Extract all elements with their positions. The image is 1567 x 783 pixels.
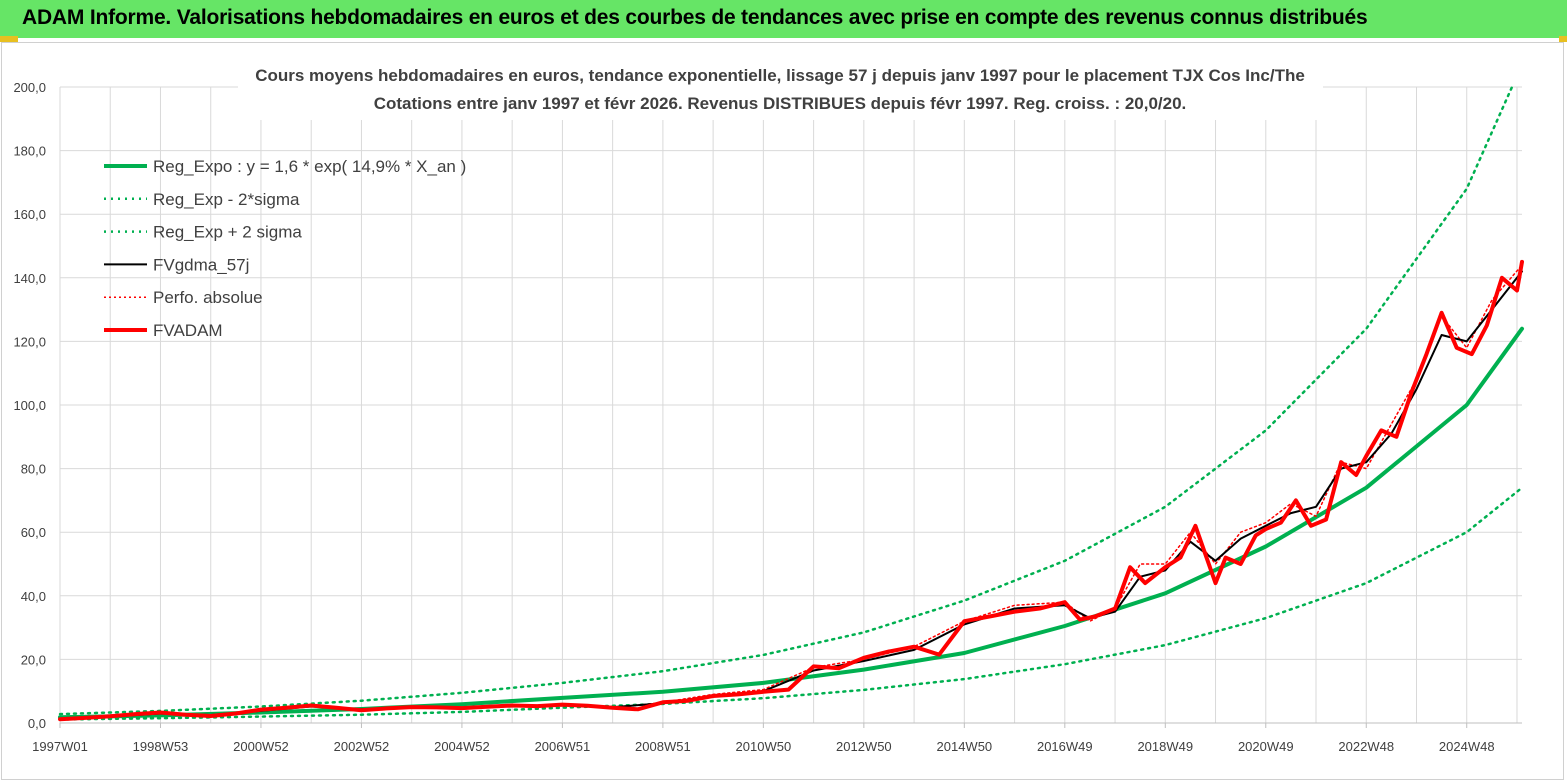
banner-accent-left — [0, 36, 18, 42]
series-line-4 — [59, 264, 1523, 720]
y-tick-label: 160,0 — [13, 207, 46, 222]
report-title: ADAM Informe. Valorisations hebdomadaire… — [22, 6, 1368, 29]
x-tick-label: 1998W53 — [133, 739, 189, 754]
y-axis: 0,0 20,0 40,0 60,0 80,0 100,0 120,0 140,0 160,0 1… — [13, 80, 46, 731]
x-tick-label: 2014W50 — [937, 739, 993, 754]
legend: Reg_Expo : y = 1,6 * exp( 14,9% * X_an )… — [104, 157, 466, 340]
legend-label: FVgdma_57j — [153, 255, 249, 274]
x-tick-label: 2010W50 — [736, 739, 792, 754]
x-tick-label: 2006W51 — [535, 739, 591, 754]
y-tick-label: 120,0 — [13, 334, 46, 349]
y-tick-label: 100,0 — [13, 398, 46, 413]
grid — [59, 86, 1522, 724]
series-layer — [58, 85, 1524, 722]
y-tick-label: 0,0 — [28, 716, 46, 731]
series-line-2 — [58, 85, 1514, 716]
title-background — [238, 58, 1323, 120]
legend-label: Reg_Expo : y = 1,6 * exp( 14,9% * X_an ) — [153, 157, 466, 176]
chart-frame — [1, 42, 1564, 780]
x-tick-label: 2022W48 — [1338, 739, 1394, 754]
y-tick-label: 140,0 — [13, 271, 46, 286]
legend-label: Perfo. absolue — [153, 288, 263, 307]
y-tick-label: 40,0 — [21, 589, 46, 604]
series-line-0 — [58, 326, 1524, 720]
chart-title-line2: Cotations entre janv 1997 et févr 2026. … — [374, 94, 1187, 113]
x-tick-label: 2002W52 — [334, 739, 390, 754]
chart-title-line1: Cours moyens hebdomadaires en euros, ten… — [255, 66, 1305, 85]
x-tick-label: 2008W51 — [635, 739, 691, 754]
banner-accent-right — [1559, 36, 1567, 42]
x-tick-label: 2018W49 — [1137, 739, 1193, 754]
x-tick-label: 1997W01 — [32, 739, 88, 754]
x-tick-label: 2004W52 — [434, 739, 490, 754]
y-tick-label: 200,0 — [13, 80, 46, 95]
x-tick-label: 2020W49 — [1238, 739, 1294, 754]
header-banner: ADAM Informe. Valorisations hebdomadaire… — [0, 0, 1567, 38]
legend-label: Reg_Exp + 2 sigma — [153, 223, 302, 242]
y-tick-label: 20,0 — [21, 652, 46, 667]
series-line-3 — [59, 270, 1523, 721]
legend-label: FVADAM — [153, 321, 223, 340]
series-line-5 — [58, 259, 1524, 722]
x-tick-label: 2024W48 — [1439, 739, 1495, 754]
x-tick-label: 2012W50 — [836, 739, 892, 754]
x-axis: 1997W01 1998W53 2000W52 2002W52 2004W52 2006W… — [32, 723, 1495, 754]
x-tick-label: 2000W52 — [233, 739, 289, 754]
series-line-1 — [58, 486, 1524, 721]
y-tick-label: 80,0 — [21, 462, 46, 477]
y-tick-label: 180,0 — [13, 144, 46, 159]
y-tick-label: 60,0 — [21, 525, 46, 540]
legend-label: Reg_Exp - 2*sigma — [153, 190, 300, 209]
x-tick-label: 2016W49 — [1037, 739, 1093, 754]
